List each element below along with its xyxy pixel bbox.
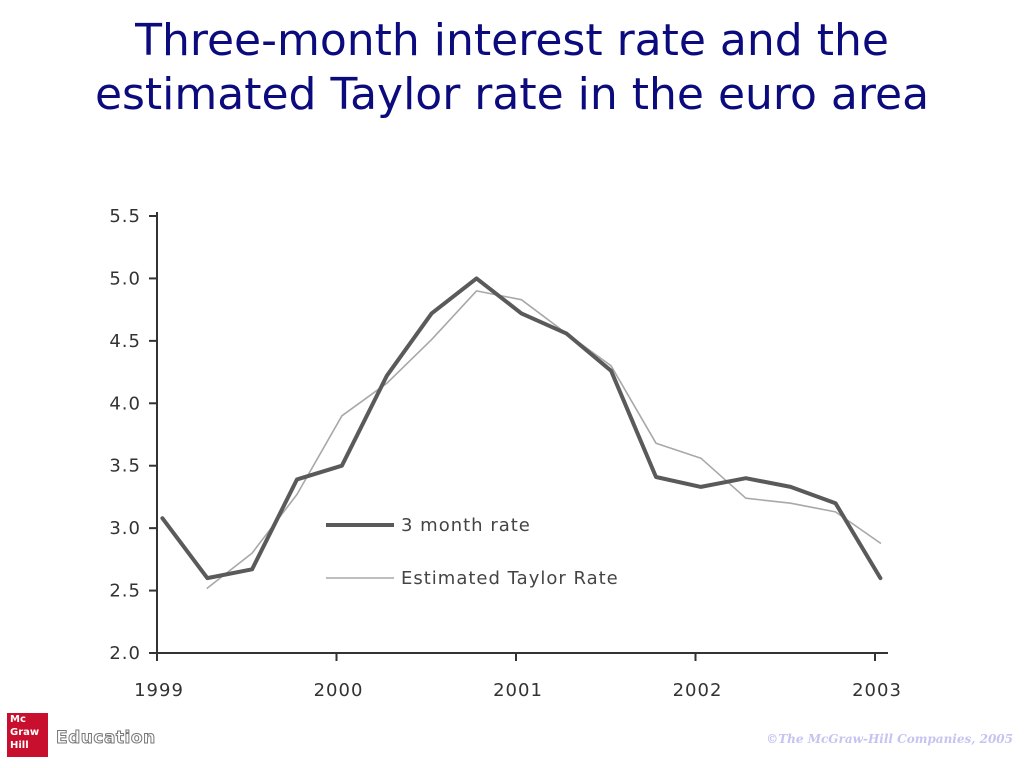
series-line-estimated-taylor-rate	[206, 290, 882, 589]
logo-line-1: Mc	[10, 714, 26, 725]
x-tick-label: 2003	[852, 680, 902, 701]
x-tick-label: 2000	[314, 680, 364, 701]
logo-line-3: Hill	[10, 740, 29, 751]
y-tick-label: 3.0	[109, 518, 141, 539]
y-tick-label: 5.5	[109, 206, 141, 227]
slide-title-line-2: estimated Taylor rate in the euro area	[94, 69, 930, 120]
legend-label-3-month-rate: 3 month rate	[401, 515, 531, 536]
logo-line-2: Graw	[10, 727, 40, 738]
y-tick-label: 3.5	[109, 456, 141, 477]
y-tick-label: 2.0	[109, 643, 141, 664]
y-tick-label: 2.5	[109, 581, 141, 602]
x-tick-label: 2001	[493, 680, 543, 701]
y-tick-label: 4.0	[109, 393, 141, 414]
slide-title-line-1: Three-month interest rate and the	[135, 15, 889, 66]
x-tick-label: 2002	[673, 680, 723, 701]
logo-wordmark: Education	[56, 728, 156, 749]
series-line-3-month-rate	[160, 276, 883, 581]
y-tick-label: 4.5	[109, 331, 141, 352]
y-tick-label: 5.0	[109, 268, 141, 289]
legend-label-estimated-taylor-rate: Estimated Taylor Rate	[401, 568, 619, 589]
copyright-notice: ©The McGraw-Hill Companies, 2005	[766, 732, 1013, 746]
x-tick-label: 1999	[134, 680, 184, 701]
mcgraw-hill-logo: Mc Graw Hill	[7, 713, 48, 757]
slide-title: Three-month interest rate and the estima…	[0, 14, 1024, 122]
